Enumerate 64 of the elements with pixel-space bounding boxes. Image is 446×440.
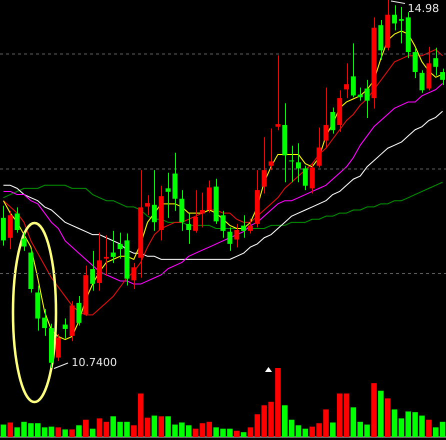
candlestick xyxy=(42,308,48,336)
bar xyxy=(330,422,336,437)
candlestick xyxy=(227,226,232,252)
candlestick xyxy=(62,318,68,339)
candlestick xyxy=(118,232,123,260)
candlestick xyxy=(166,172,171,218)
candlestick xyxy=(433,47,438,76)
candlestick xyxy=(193,190,198,234)
bar xyxy=(56,427,62,437)
bar xyxy=(378,390,384,437)
bar xyxy=(83,420,89,437)
candlestick xyxy=(76,295,82,326)
candlestick xyxy=(97,232,102,292)
candlestick xyxy=(323,87,328,148)
candlestick xyxy=(398,6,404,44)
candlestick xyxy=(364,79,370,119)
bar xyxy=(62,429,68,437)
candlestick xyxy=(316,127,322,168)
candlestick xyxy=(0,205,6,246)
candlestick xyxy=(206,180,212,214)
bar xyxy=(371,383,377,437)
candlestick xyxy=(186,213,192,244)
bar xyxy=(8,422,14,437)
candlestick xyxy=(420,70,424,94)
candlestick xyxy=(241,214,246,238)
candlestick xyxy=(310,162,315,194)
candlestick xyxy=(152,170,157,232)
candlestick xyxy=(440,68,446,86)
bar xyxy=(426,420,432,437)
candlestick xyxy=(200,192,205,228)
bar xyxy=(0,424,6,437)
candlestick xyxy=(392,4,398,31)
candlestick xyxy=(302,165,308,191)
candlestick xyxy=(8,210,13,250)
bar xyxy=(158,416,164,437)
candlestick xyxy=(234,223,240,248)
bar xyxy=(90,428,96,437)
candlestick xyxy=(131,262,136,290)
bar xyxy=(76,425,82,437)
candlestick xyxy=(296,142,301,183)
candlestick xyxy=(350,42,356,98)
bar xyxy=(69,429,75,437)
candlestick xyxy=(14,206,20,234)
candlestick xyxy=(330,107,336,134)
bar xyxy=(152,416,158,437)
candlestick xyxy=(22,232,26,252)
candlestick xyxy=(248,218,253,234)
candlestick xyxy=(289,145,294,183)
candlestick xyxy=(56,334,61,362)
candlestick xyxy=(110,230,116,264)
candlestick xyxy=(90,250,96,292)
annotation: 10.7400 xyxy=(71,356,117,369)
candlestick xyxy=(275,55,280,131)
bar xyxy=(240,432,246,437)
bar xyxy=(234,430,240,437)
candlestick xyxy=(412,47,418,79)
candlestick xyxy=(220,210,226,238)
annotation: 14.98 xyxy=(408,2,440,15)
candlestick xyxy=(179,190,184,232)
candlestick xyxy=(262,136,267,194)
candlestick xyxy=(268,128,274,171)
candlestick xyxy=(145,194,150,216)
candlestick xyxy=(344,62,349,99)
bar xyxy=(384,398,390,437)
